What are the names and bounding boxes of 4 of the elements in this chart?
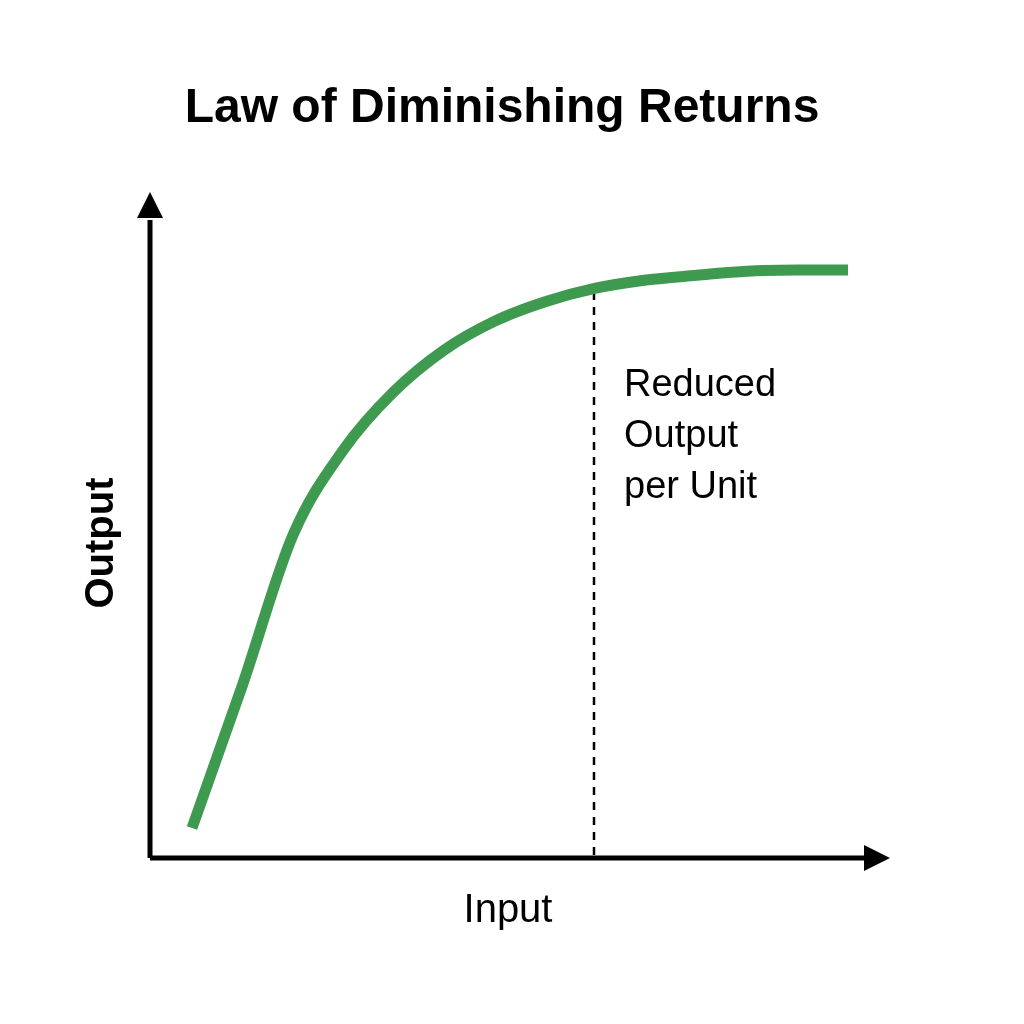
y-axis-title: Output bbox=[77, 477, 121, 609]
x-axis-title: Input bbox=[463, 886, 553, 930]
chart-title: Law of Diminishing Returns bbox=[184, 79, 820, 132]
annotation: Reduced Output per Unit bbox=[624, 362, 777, 506]
